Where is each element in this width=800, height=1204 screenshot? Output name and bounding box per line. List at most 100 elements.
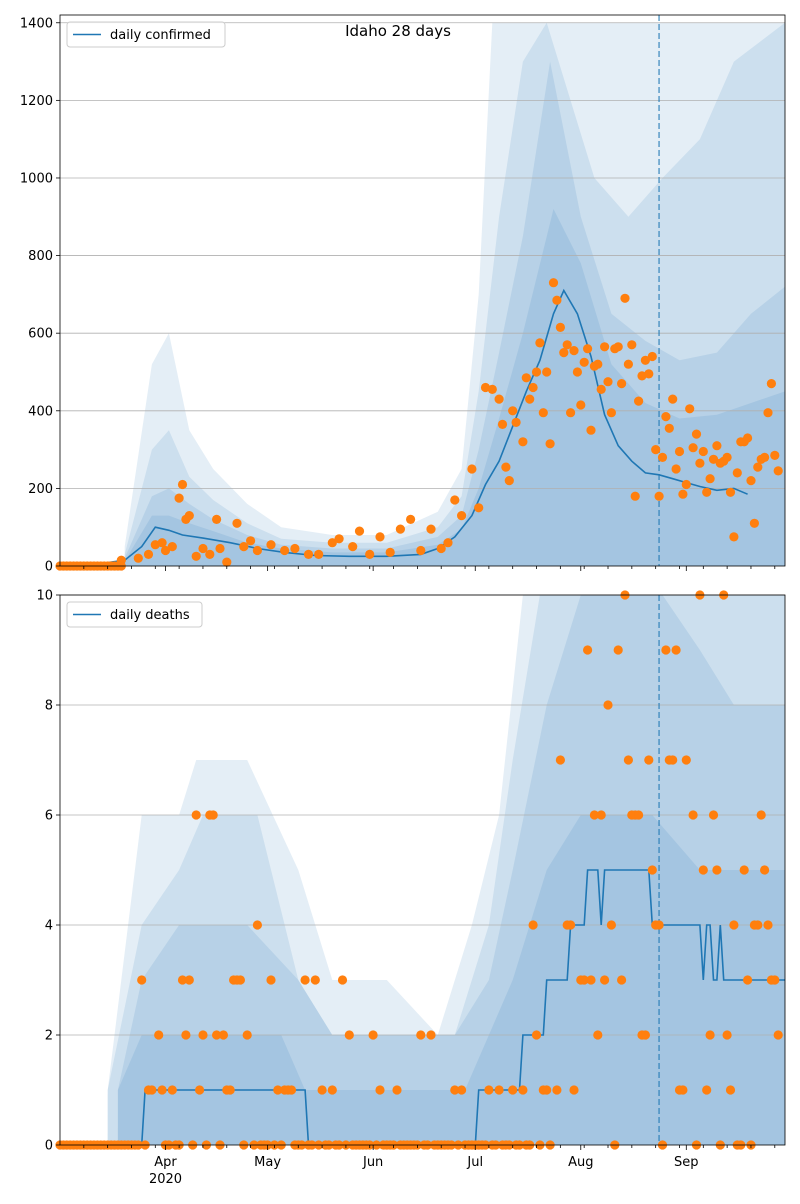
data-point	[222, 557, 232, 567]
data-point	[208, 810, 218, 820]
data-point	[600, 342, 610, 352]
deaths-y-ticks: 0 2 4 6 8 10	[36, 589, 60, 1154]
data-point	[212, 514, 222, 524]
data-point	[773, 1030, 783, 1040]
uncertainty-band-1	[107, 595, 785, 1145]
data-point	[562, 340, 572, 350]
data-point	[525, 394, 535, 404]
data-point	[617, 379, 627, 389]
data-point	[671, 464, 681, 474]
data-point	[239, 542, 249, 552]
data-point	[337, 975, 348, 985]
data-point	[184, 975, 194, 985]
data-point	[334, 534, 344, 544]
data-point	[600, 975, 610, 985]
data-point	[518, 437, 528, 447]
data-point	[212, 1030, 222, 1040]
data-point	[552, 295, 562, 305]
data-point	[191, 551, 201, 561]
data-point	[681, 479, 691, 490]
data-point	[668, 755, 678, 765]
y-tick-label: 600	[28, 327, 53, 342]
x-tick-label: Jun	[362, 1155, 383, 1170]
data-point	[252, 545, 262, 556]
y-tick-label: 1400	[20, 16, 53, 31]
data-point	[763, 920, 773, 930]
data-point	[436, 543, 446, 554]
data-point	[606, 408, 617, 418]
data-point	[593, 1030, 603, 1040]
y-tick-label: 800	[28, 249, 53, 264]
data-point	[487, 384, 497, 394]
data-point	[303, 549, 314, 560]
data-point	[671, 645, 681, 655]
data-point	[593, 359, 603, 369]
data-point	[651, 445, 661, 455]
data-point	[569, 346, 579, 356]
data-point	[613, 342, 623, 352]
data-point	[317, 1085, 327, 1095]
data-point	[174, 493, 184, 503]
uncertainty-band-2	[117, 595, 786, 1145]
data-point	[528, 382, 538, 393]
y-tick-label: 1000	[20, 171, 53, 186]
data-point	[664, 423, 674, 433]
data-point	[640, 1030, 651, 1040]
data-point	[634, 396, 644, 406]
data-point	[280, 545, 290, 556]
uncertainty-band-1	[124, 22, 785, 567]
data-point	[688, 810, 698, 820]
data-point	[426, 1030, 436, 1040]
data-point	[698, 446, 708, 457]
data-point	[661, 412, 671, 422]
deaths-points	[55, 590, 783, 1150]
data-point	[623, 359, 634, 369]
data-point	[647, 865, 657, 875]
y-tick-label: 200	[28, 482, 53, 497]
data-point	[538, 408, 548, 418]
data-point	[300, 975, 310, 985]
data-point	[450, 495, 460, 505]
data-point	[137, 975, 147, 985]
data-point	[691, 429, 702, 439]
data-point	[535, 338, 545, 348]
data-point	[596, 810, 606, 820]
uncertainty-band-2	[124, 61, 785, 566]
legend-label-daily-confirmed: daily confirmed	[110, 28, 211, 43]
data-point	[746, 476, 756, 486]
data-point	[749, 518, 760, 528]
data-point	[531, 367, 542, 377]
data-point	[603, 700, 613, 710]
legend-label-daily-deaths: daily deaths	[110, 608, 190, 623]
data-point	[640, 355, 651, 365]
confirmed-legend: daily confirmed	[66, 21, 226, 48]
data-point	[753, 920, 763, 930]
data-point	[225, 1085, 235, 1095]
data-point	[698, 865, 708, 875]
y-tick-label: 4	[45, 919, 53, 934]
y-tick-label: 400	[28, 404, 53, 419]
data-point	[232, 518, 242, 528]
data-point	[586, 975, 596, 985]
y-tick-label: 8	[45, 699, 53, 714]
data-point	[552, 1085, 562, 1095]
y-tick-label: 10	[36, 589, 53, 604]
data-point	[623, 755, 634, 765]
x-tick-label: Sep	[674, 1155, 699, 1170]
data-point	[627, 340, 637, 350]
data-point	[494, 394, 504, 404]
data-point	[501, 462, 511, 472]
data-point	[606, 920, 617, 930]
data-point	[518, 1085, 528, 1095]
data-point	[647, 351, 657, 362]
x-tick-sublabel: 2020	[149, 1172, 182, 1187]
data-point	[708, 454, 719, 464]
data-point	[743, 433, 753, 443]
data-point	[177, 479, 188, 490]
data-point	[181, 1030, 191, 1040]
y-tick-label: 6	[45, 809, 53, 824]
data-point	[678, 1085, 688, 1095]
data-point	[348, 542, 358, 552]
